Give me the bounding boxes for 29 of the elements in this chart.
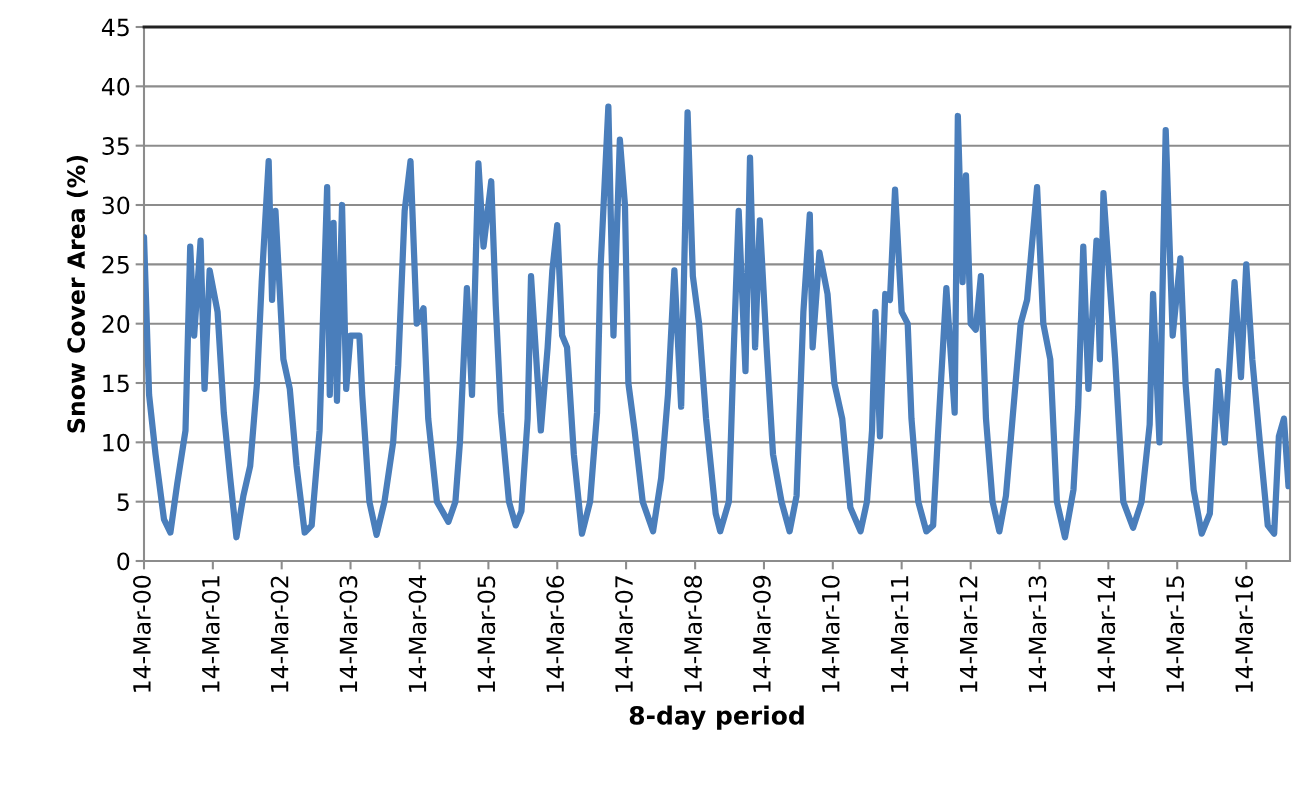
- y-tick-label: 15: [103, 374, 129, 393]
- y-tick-label: 20: [102, 315, 130, 333]
- x-tick-label: 14-Mar-01: [201, 576, 220, 692]
- x-tick-label: 14-Mar-12: [959, 576, 978, 692]
- y-tick-label: 35: [102, 137, 129, 155]
- x-tick-label: 14-Mar-06: [546, 575, 565, 692]
- y-tick-label: 5: [117, 493, 129, 511]
- x-tick-label: 14-Mar-04: [408, 575, 427, 692]
- x-tick-label: 14-Mar-03: [339, 576, 358, 692]
- x-tick-label: 14-Mar-02: [270, 576, 289, 692]
- x-tick-label: 14-Mar-05: [477, 576, 496, 692]
- y-tick-label: 30: [102, 196, 130, 215]
- x-tick-label: 14-Mar-13: [1028, 576, 1047, 692]
- x-axis-title: 8-day period: [629, 705, 804, 730]
- y-tick-label: 0: [117, 552, 130, 571]
- x-tick-label: 14-Mar-11: [890, 576, 909, 692]
- x-tick-label: 14-Mar-08: [684, 575, 702, 692]
- x-tick-label: 14-Mar-00: [132, 575, 151, 692]
- x-tick-label: 14-Mar-10: [821, 575, 840, 692]
- y-tick-label: 45: [101, 18, 129, 37]
- y-tick-label: 40: [101, 77, 130, 96]
- x-tick-label: 14-Mar-07: [615, 576, 633, 692]
- x-tick-label: 14-Mar-09: [752, 575, 771, 692]
- y-tick-label: 10: [103, 433, 130, 452]
- x-tick-label: 14-Mar-15: [1166, 576, 1185, 692]
- x-tick-label: 14-Mar-14: [1097, 575, 1116, 692]
- x-tick-label: 14-Mar-16: [1235, 575, 1254, 692]
- y-axis-title: Snow Cover Area (%): [66, 155, 88, 433]
- y-tick-label: 25: [102, 255, 129, 274]
